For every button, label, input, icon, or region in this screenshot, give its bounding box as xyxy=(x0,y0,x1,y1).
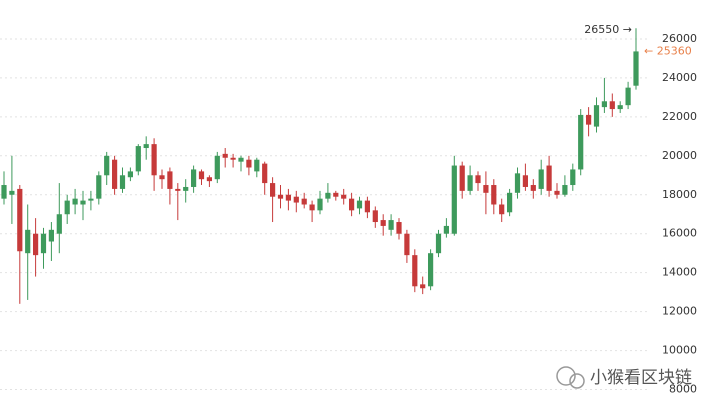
candle-body xyxy=(364,200,370,213)
candle-body xyxy=(309,204,315,211)
candle-body xyxy=(467,175,473,191)
candle-body xyxy=(270,183,276,197)
candle-body xyxy=(428,253,434,287)
watermark-icon xyxy=(569,373,585,389)
candle-body xyxy=(246,159,252,168)
y-tick-label: 10000 xyxy=(662,344,697,357)
watermark-icon xyxy=(556,366,576,386)
candle-body xyxy=(380,220,386,226)
candle-body xyxy=(617,105,623,110)
candle-body xyxy=(96,175,102,199)
candle-body xyxy=(33,233,39,256)
watermark: 小猴看区块链 xyxy=(556,366,692,389)
y-tick-label: 24000 xyxy=(662,71,697,84)
candle-body xyxy=(317,198,323,211)
candle-body xyxy=(530,185,536,191)
candle-body xyxy=(586,114,592,125)
candle-body xyxy=(633,51,639,86)
candle-body xyxy=(277,194,284,199)
candle-body xyxy=(349,198,355,211)
candle-body xyxy=(222,153,228,158)
candle-body xyxy=(522,175,528,187)
candle-body xyxy=(396,222,402,234)
candle-body xyxy=(40,233,47,254)
candle-body xyxy=(412,255,418,287)
candle-body xyxy=(435,233,442,254)
candle-body xyxy=(483,185,489,193)
y-tick-label: 22000 xyxy=(662,110,697,123)
y-tick-label: 20000 xyxy=(662,149,697,162)
candle-body xyxy=(570,169,576,186)
candle-body xyxy=(159,175,165,180)
candle-body xyxy=(88,198,94,201)
candle-body xyxy=(56,214,62,234)
candle-body xyxy=(420,284,426,289)
candle-body xyxy=(167,171,173,189)
candle-body xyxy=(285,194,291,201)
candle-body xyxy=(25,229,31,254)
candle-body xyxy=(499,204,505,215)
candle-body xyxy=(151,144,157,176)
candle-body xyxy=(238,157,244,162)
candle-body xyxy=(191,169,197,187)
candle-body xyxy=(80,200,86,205)
candle-body xyxy=(72,198,78,205)
candle-body xyxy=(341,194,347,199)
candle-body xyxy=(546,165,552,191)
candle-body xyxy=(143,144,149,149)
candle-body xyxy=(593,105,600,127)
candle-body xyxy=(206,177,212,182)
candle-body xyxy=(1,185,7,199)
candle-body xyxy=(601,101,607,108)
price-annotation: 26550 → xyxy=(584,23,632,36)
candle-body xyxy=(9,190,15,195)
candle-body xyxy=(104,155,110,176)
y-tick-label: 14000 xyxy=(662,266,697,279)
price-annotation: ← 25360 xyxy=(644,44,692,57)
candle-body xyxy=(112,159,118,189)
candle-body xyxy=(64,200,70,215)
candle-body xyxy=(333,192,339,197)
candle-body xyxy=(119,175,126,189)
candle-body xyxy=(183,186,189,191)
watermark-text: 小猴看区块链 xyxy=(590,368,692,388)
candle-body xyxy=(451,165,457,234)
candle-body xyxy=(514,173,521,193)
candle-body xyxy=(214,155,220,180)
candle-body xyxy=(507,192,513,213)
candle-body xyxy=(554,190,560,195)
candle-body xyxy=(562,185,568,195)
y-tick-label: 16000 xyxy=(662,227,697,240)
candle-body xyxy=(325,192,331,199)
y-tick-label: 12000 xyxy=(662,305,697,318)
candle-body xyxy=(372,210,378,223)
candle-body xyxy=(198,171,205,180)
candle-body xyxy=(127,171,133,178)
candle-body xyxy=(293,196,299,203)
candle-body xyxy=(17,188,23,252)
candle-body xyxy=(625,87,631,106)
candle-body xyxy=(443,225,449,234)
candle-body xyxy=(491,185,497,205)
candle-body xyxy=(301,198,307,205)
candle-body xyxy=(175,188,181,191)
y-tick-label: 26000 xyxy=(662,32,697,45)
candle-body xyxy=(578,114,584,170)
candle-body xyxy=(230,157,236,160)
candle-body xyxy=(459,165,465,191)
y-tick-label: 8000 xyxy=(669,383,697,396)
candle-body xyxy=(262,163,268,184)
y-tick-label: 18000 xyxy=(662,188,697,201)
candle-body xyxy=(254,159,260,172)
candle-body xyxy=(475,175,481,184)
candle-body xyxy=(48,229,54,242)
candle-body xyxy=(135,146,141,172)
candle-body xyxy=(356,200,363,209)
candle-body xyxy=(404,233,410,256)
plot: 8000 10000 12000 14000 16000 18000 20000 22000 2… xyxy=(0,23,697,396)
candle-body xyxy=(609,101,615,110)
candle-body xyxy=(388,220,394,230)
candle-body xyxy=(538,169,544,189)
